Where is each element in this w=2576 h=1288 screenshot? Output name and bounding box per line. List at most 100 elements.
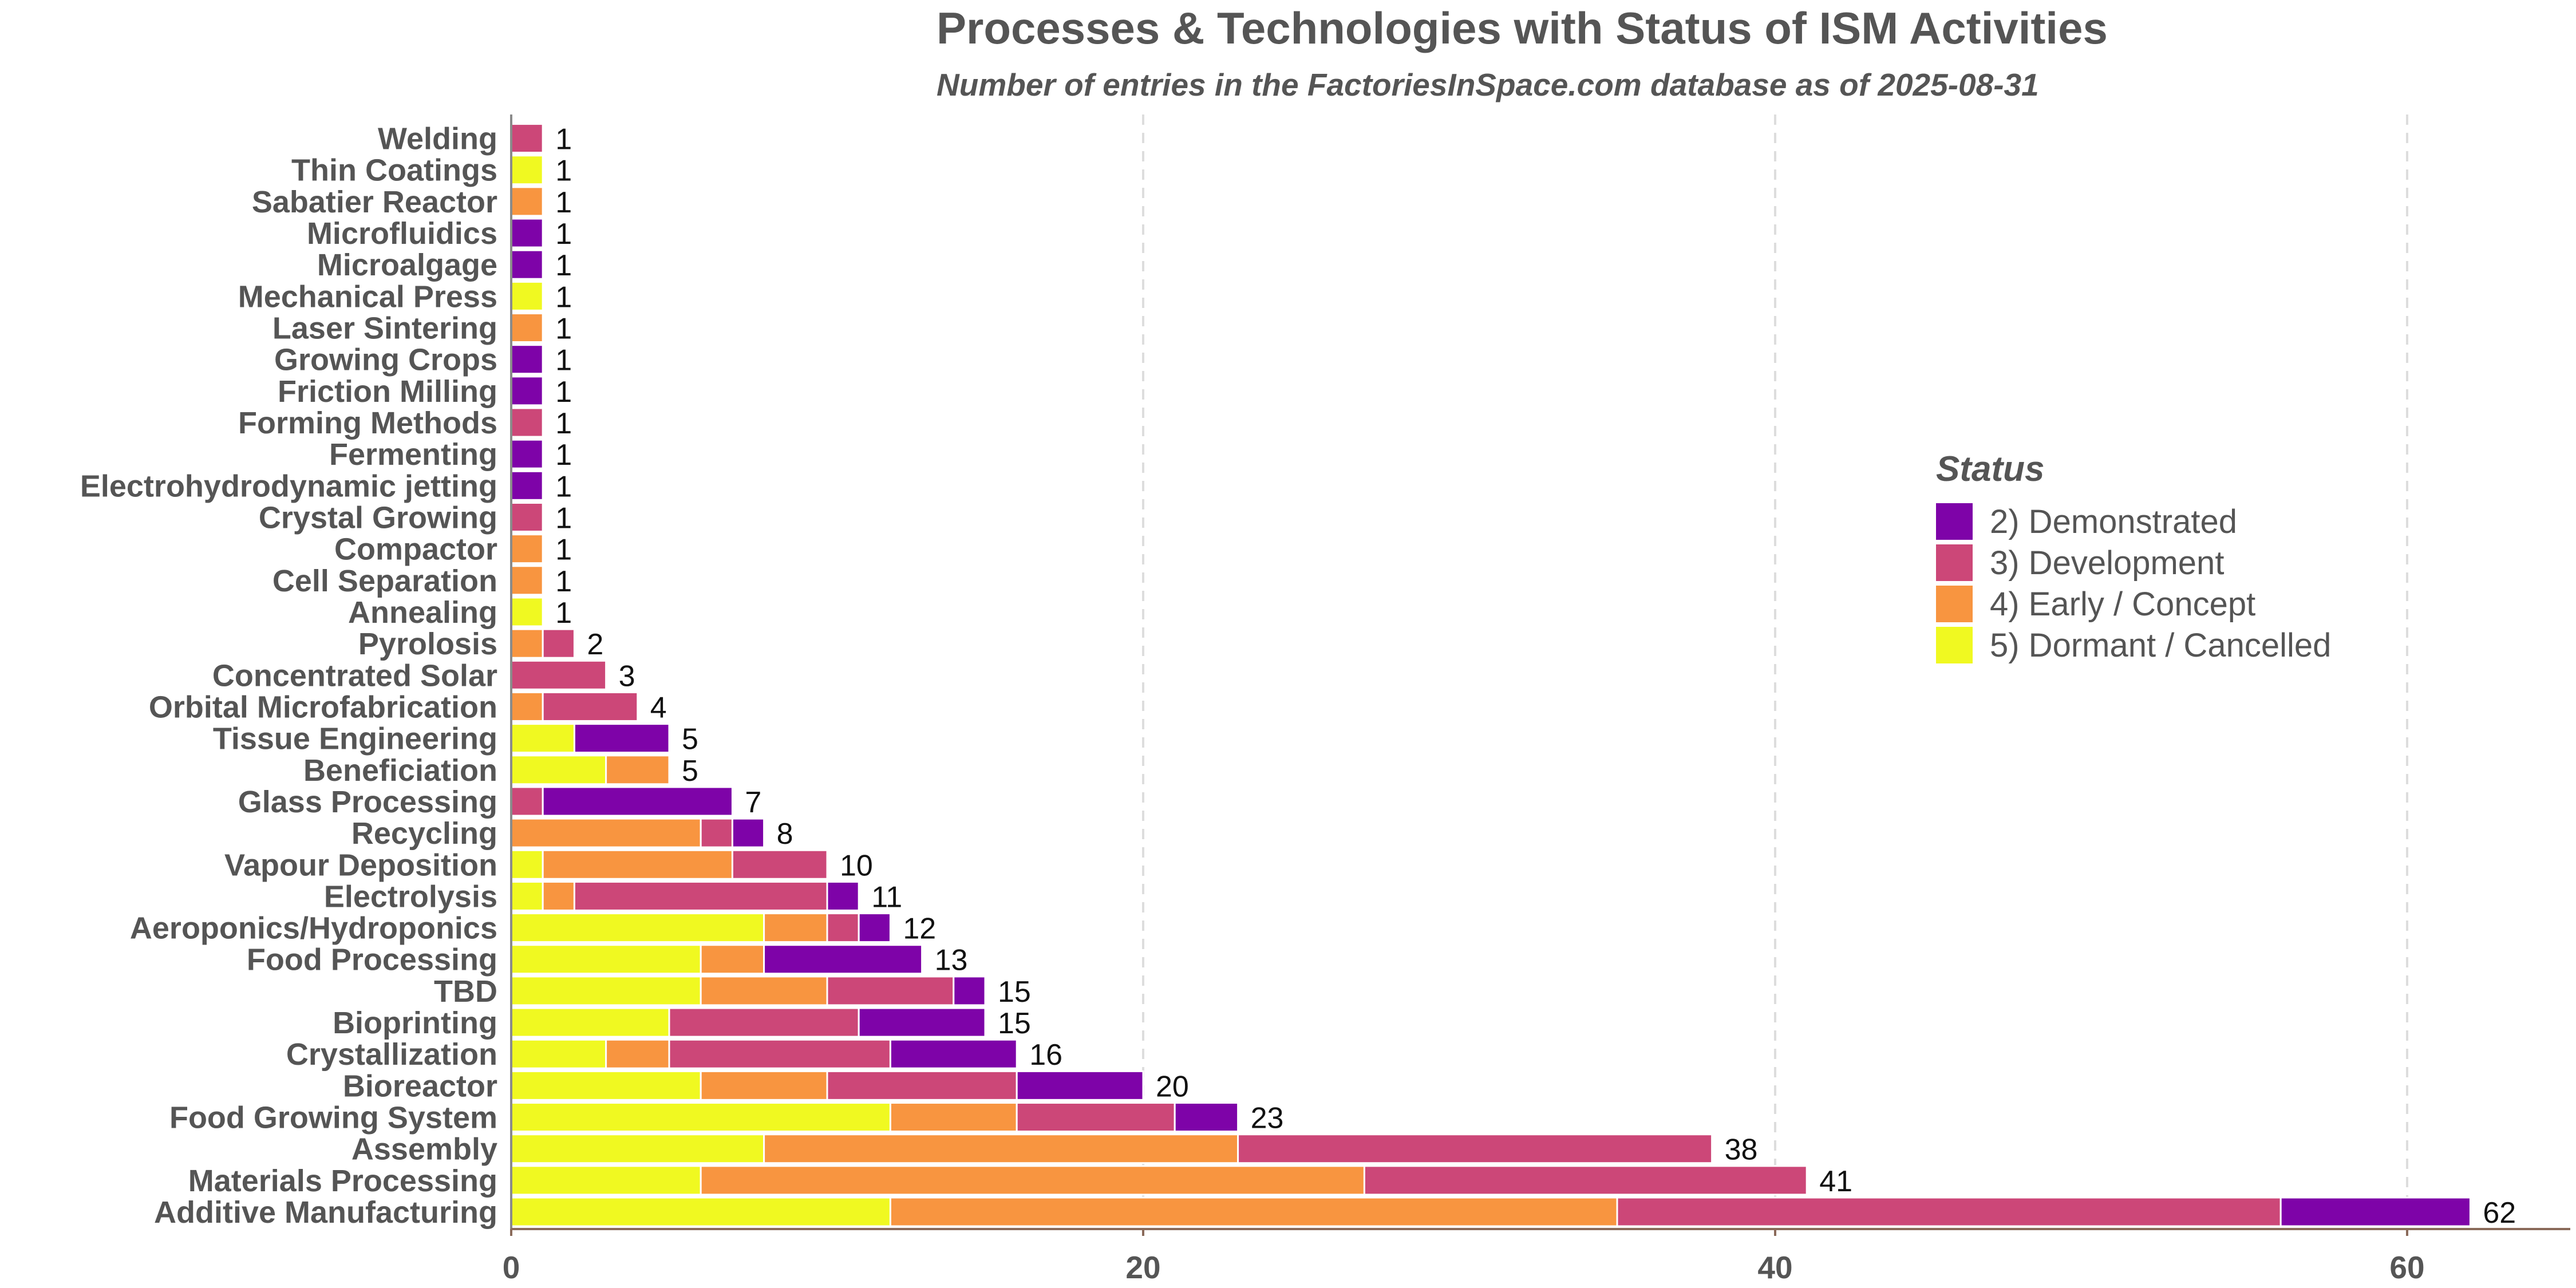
x-tick-label: 60: [2389, 1250, 2424, 1285]
category-label: Bioprinting: [333, 1006, 497, 1040]
total-value-label: 1: [555, 565, 572, 598]
bar-segment: [826, 1070, 1018, 1101]
bar-segment: [510, 502, 544, 532]
bars: [510, 123, 2471, 1227]
bar-segment: [1174, 1102, 1239, 1133]
chart-subtitle: Number of entries in the FactoriesInSpac…: [937, 67, 2039, 102]
bar-segment: [510, 912, 765, 943]
bar-segment: [510, 786, 544, 817]
bar-segment: [763, 944, 923, 975]
total-value-label: 5: [682, 754, 698, 788]
bar-segment: [1363, 1165, 1808, 1196]
category-label: Welding: [378, 122, 497, 156]
category-label: Electrohydrodynamic jetting: [80, 469, 497, 503]
category-label: Forming Methods: [238, 406, 497, 440]
bar-segment: [889, 1196, 1618, 1227]
category-label: Tissue Engineering: [213, 722, 497, 756]
bar-segment: [510, 376, 544, 406]
bar-segment: [542, 628, 575, 659]
x-tick-label: 40: [1757, 1250, 1792, 1285]
category-label: Sabatier Reactor: [252, 185, 497, 219]
category-label: TBD: [434, 974, 497, 1009]
total-value-label: 1: [555, 470, 572, 503]
bar-segment: [510, 628, 544, 659]
bar-segment: [510, 344, 544, 375]
total-value-label: 1: [555, 249, 572, 282]
total-value-label: 1: [555, 344, 572, 377]
total-value-label: 15: [998, 975, 1031, 1009]
total-value-label: 15: [998, 1007, 1031, 1040]
total-value-label: 1: [555, 438, 572, 472]
category-label: Crystallization: [286, 1037, 497, 1072]
bar-segment: [573, 880, 828, 911]
bar-segment: [668, 1038, 891, 1069]
category-label: Recycling: [351, 816, 497, 851]
axes: 0 20 40 60: [503, 114, 2570, 1285]
bar-segment: [731, 817, 765, 848]
total-value-label: 1: [555, 407, 572, 440]
category-label: Bioreactor: [343, 1069, 497, 1103]
legend-label-development: 3) Development: [1990, 544, 2225, 582]
bar-segment: [700, 817, 733, 848]
bar-segment: [510, 975, 702, 1006]
bar-segment: [763, 912, 828, 943]
legend-swatch-demonstrated: [1936, 503, 1973, 540]
total-value-label: 4: [650, 691, 667, 724]
total-value-label: 1: [555, 376, 572, 409]
bar-segment: [953, 975, 986, 1006]
bar-segment: [510, 1038, 607, 1069]
legend-swatch-early-concept: [1936, 586, 1973, 622]
legend-item-development: 3) Development: [1936, 542, 2331, 583]
category-label: Electrolysis: [324, 879, 497, 914]
category-label: Fermenting: [329, 437, 497, 472]
bar-segment: [510, 880, 544, 911]
bar-segment: [510, 438, 544, 469]
bar-segment: [510, 1070, 702, 1101]
bar-segment: [510, 754, 607, 785]
total-value-label: 1: [555, 155, 572, 188]
total-value-label: 2: [587, 628, 603, 661]
bar-segment: [510, 186, 544, 217]
bar-segment: [763, 1133, 1239, 1164]
total-value-label: 23: [1251, 1102, 1284, 1135]
bar-segment: [700, 944, 765, 975]
bar-segment: [510, 218, 544, 248]
bar-segment: [542, 786, 733, 817]
total-value-label: 1: [555, 186, 572, 219]
category-label: Beneficiation: [303, 753, 497, 788]
bar-segment: [510, 944, 702, 975]
bar-segment: [510, 691, 544, 722]
bar-segment: [510, 1007, 670, 1038]
grid-lines: [1142, 114, 2408, 1229]
total-value-label: 1: [555, 218, 572, 251]
bar-segment: [510, 849, 544, 880]
legend-item-early-concept: 4) Early / Concept: [1936, 583, 2331, 625]
bar-segment: [510, 470, 544, 501]
total-value-label: 8: [777, 817, 793, 851]
total-value-label: 62: [2483, 1196, 2516, 1230]
bar-segment: [510, 155, 544, 185]
legend-label-dormant-cancelled: 5) Dormant / Cancelled: [1990, 626, 2332, 664]
category-label: Materials Processing: [188, 1164, 497, 1198]
bar-segment: [826, 880, 860, 911]
category-label: Annealing: [348, 595, 497, 630]
legend-item-dormant-cancelled: 5) Dormant / Cancelled: [1936, 625, 2331, 666]
bar-segment: [700, 1165, 1365, 1196]
category-label: Food Growing System: [169, 1101, 497, 1135]
total-value-label: 38: [1725, 1133, 1758, 1167]
total-value-label: 1: [555, 534, 572, 567]
bar-segment: [510, 1165, 702, 1196]
total-value-label: 41: [1819, 1165, 1852, 1198]
category-label: Vapour Deposition: [224, 848, 497, 882]
total-value-label: 1: [555, 502, 572, 535]
bar-segment: [1616, 1196, 2282, 1227]
bar-segment: [510, 407, 544, 438]
legend-item-demonstrated: 2) Demonstrated: [1936, 501, 2331, 542]
bar-segment: [510, 534, 544, 564]
bar-segment: [510, 565, 544, 596]
bar-segment: [510, 1133, 765, 1164]
x-tick-label: 20: [1125, 1250, 1160, 1285]
bar-segment: [889, 1102, 1018, 1133]
bar-segment: [510, 280, 544, 311]
